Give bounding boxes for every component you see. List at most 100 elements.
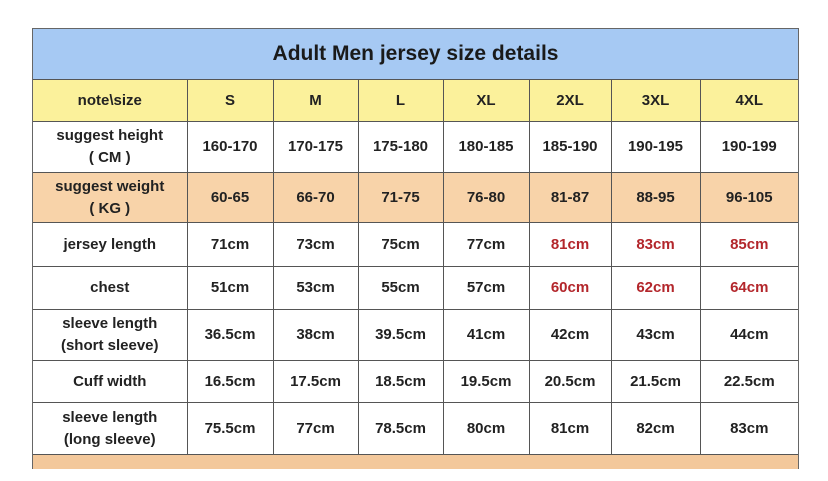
- value-cell-text: 71cm: [210, 235, 250, 253]
- value-cell: 83cm: [610, 222, 701, 267]
- value-cell-text: 76-80: [466, 188, 506, 206]
- row-label: suggest height ( CM ): [33, 121, 188, 173]
- value-cell-text: 82cm: [636, 419, 675, 437]
- value-cell: 83cm: [699, 402, 798, 455]
- value-cell: 51cm: [186, 266, 274, 310]
- value-cell-text: 22.5cm: [723, 372, 775, 390]
- value-cell-text: 85cm: [730, 235, 769, 253]
- value-cell-text: 96-105: [725, 188, 773, 206]
- value-cell-text: 18.5cm: [375, 372, 426, 390]
- value-cell: 43cm: [610, 309, 701, 361]
- size-header-2XL-text: 2XL: [556, 91, 584, 109]
- size-header-3XL-text: 3XL: [641, 91, 670, 109]
- value-cell-text: 190-195: [627, 138, 684, 155]
- value-cell: 190-195: [610, 121, 701, 173]
- row-label-line1: Cuff width: [73, 372, 147, 390]
- value-cell: 175-180: [357, 121, 444, 173]
- size-header-M-text: M: [309, 91, 322, 109]
- value-cell-text: 78.5cm: [375, 419, 426, 437]
- value-cell: 88-95: [610, 172, 701, 223]
- value-cell: 36.5cm: [186, 309, 274, 361]
- value-cell-text: 60-65: [210, 188, 250, 206]
- value-cell-text: 64cm: [730, 279, 769, 296]
- table-row: suggest weight ( KG ) 60-65 66-70 71-75 76-80…: [33, 172, 798, 223]
- value-cell: 185-190: [528, 121, 612, 173]
- value-cell: 71-75: [357, 172, 444, 223]
- value-cell-text: 80cm: [466, 419, 506, 437]
- value-cell-text: 75.5cm: [204, 419, 256, 437]
- value-cell: 73cm: [272, 222, 359, 267]
- size-table: note\size S M L XL 2XL 3XL 4XL suggest height ( C…: [33, 80, 798, 455]
- value-cell: 21.5cm: [610, 360, 701, 403]
- row-label-line1: sleeve length: [62, 408, 158, 426]
- value-cell: 75cm: [357, 222, 444, 267]
- value-cell: 57cm: [442, 266, 530, 310]
- value-cell-text: 62cm: [636, 279, 675, 296]
- row-label-line1: sleeve length: [62, 315, 158, 332]
- value-cell: 16.5cm: [186, 360, 274, 403]
- header-row: note\size S M L XL 2XL 3XL 4XL: [33, 80, 798, 122]
- value-cell: 44cm: [699, 309, 798, 361]
- row-label-line1: suggest height: [56, 127, 164, 144]
- row-label: jersey length: [33, 222, 188, 267]
- value-cell: 85cm: [699, 222, 798, 267]
- value-cell: 60-65: [186, 172, 274, 223]
- value-cell-text: 88-95: [636, 188, 675, 206]
- value-cell: 80cm: [442, 402, 530, 455]
- value-cell: 82cm: [610, 402, 701, 455]
- row-label-line1: chest: [90, 279, 130, 296]
- value-cell-text: 190-199: [721, 138, 777, 155]
- size-header-4XL: 4XL: [699, 80, 798, 122]
- value-cell-text: 36.5cm: [204, 326, 256, 343]
- value-cell: 77cm: [272, 402, 359, 455]
- size-header-M: M: [272, 80, 359, 122]
- value-cell: 38cm: [272, 309, 359, 361]
- value-cell-text: 66-70: [296, 188, 335, 206]
- value-cell-text: 20.5cm: [544, 372, 596, 390]
- value-cell: 19.5cm: [442, 360, 530, 403]
- value-cell: 66-70: [272, 172, 359, 223]
- value-cell: 64cm: [699, 266, 798, 310]
- value-cell: 190-199: [699, 121, 798, 173]
- value-cell-text: 16.5cm: [204, 372, 256, 390]
- size-header-2XL: 2XL: [528, 80, 612, 122]
- value-cell: 71cm: [186, 222, 274, 267]
- value-cell-text: 39.5cm: [375, 326, 426, 343]
- table-row: chest 51cm 53cm 55cm 57cm 60cm 62cm 64cm: [33, 266, 798, 310]
- value-cell-text: 38cm: [296, 326, 335, 343]
- value-cell-text: 51cm: [210, 279, 250, 296]
- value-cell-text: 73cm: [296, 235, 335, 253]
- size-header-L: L: [357, 80, 444, 122]
- table-row: sleeve length (short sleeve) 36.5cm 38cm 39.…: [33, 309, 798, 361]
- value-cell-text: 160-170: [202, 138, 258, 155]
- chart-title: Adult Men jersey size details: [33, 29, 798, 80]
- row-label: sleeve length (long sleeve): [33, 402, 188, 455]
- corner-cell: note\size: [33, 80, 188, 122]
- value-cell: 60cm: [528, 266, 612, 310]
- value-cell-text: 185-190: [542, 138, 598, 155]
- value-cell-text: 21.5cm: [630, 372, 681, 390]
- value-cell-text: 19.5cm: [460, 372, 512, 390]
- value-cell-text: 57cm: [466, 279, 506, 296]
- value-cell: 62cm: [610, 266, 701, 310]
- size-header-3XL: 3XL: [610, 80, 701, 122]
- value-cell-text: 170-175: [287, 138, 344, 155]
- value-cell: 170-175: [272, 121, 359, 173]
- value-cell: 76-80: [442, 172, 530, 223]
- value-cell-text: 17.5cm: [290, 372, 341, 390]
- value-cell: 41cm: [442, 309, 530, 361]
- row-label: suggest weight ( KG ): [33, 172, 188, 223]
- value-cell-text: 41cm: [466, 326, 506, 343]
- size-header-S-text: S: [224, 91, 235, 109]
- value-cell-text: 81cm: [550, 235, 590, 253]
- value-cell: 17.5cm: [272, 360, 359, 403]
- value-cell: 160-170: [186, 121, 274, 173]
- value-cell-text: 43cm: [636, 326, 675, 343]
- value-cell-text: 77cm: [466, 235, 506, 253]
- size-header-4XL-text: 4XL: [735, 91, 763, 109]
- bottom-strip: [33, 455, 798, 469]
- value-cell: 20.5cm: [528, 360, 612, 403]
- row-label-line2: ( CM ): [88, 149, 131, 166]
- value-cell-text: 180-185: [458, 138, 514, 155]
- row-label: sleeve length (short sleeve): [33, 309, 188, 361]
